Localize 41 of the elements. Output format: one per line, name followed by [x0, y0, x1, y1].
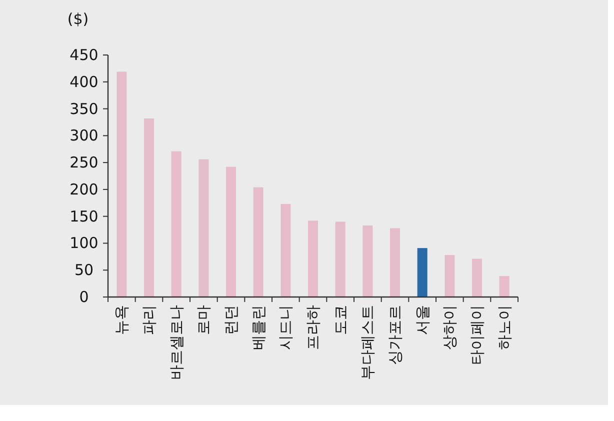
- x-tick-label: 파리: [140, 305, 158, 335]
- x-tick-label: 시드니: [276, 305, 295, 350]
- bar: [280, 204, 291, 297]
- y-tick-label: 250: [70, 154, 98, 172]
- x-tick-label: 상하이: [440, 305, 459, 350]
- x-tick-label: 뉴욕: [112, 305, 131, 335]
- x-tick-label: 로마: [194, 305, 213, 335]
- bar: [362, 225, 373, 297]
- bar: [390, 228, 400, 297]
- x-tick-label: 도쿄: [331, 305, 350, 335]
- y-tick-label: 450: [70, 46, 98, 64]
- bar: [472, 258, 482, 297]
- bar: [171, 151, 182, 297]
- x-tick-label: 부다페스트: [358, 305, 377, 380]
- bar: [198, 159, 209, 297]
- bar: [308, 220, 318, 297]
- x-tick-label: 런던: [222, 305, 240, 335]
- bar: [144, 118, 154, 297]
- y-tick-label: 400: [70, 72, 98, 91]
- y-tick-label: 300: [70, 126, 98, 145]
- bar: [417, 248, 428, 297]
- y-tick-label: 0: [79, 288, 89, 306]
- x-tick-label: 타이페이: [468, 305, 486, 365]
- y-tick-label: 150: [70, 207, 98, 226]
- x-tick-label: 바르셀로나: [167, 305, 186, 380]
- bar: [116, 72, 127, 297]
- y-tick-label: 350: [70, 100, 98, 118]
- bar: [226, 166, 236, 297]
- bar: [253, 187, 264, 297]
- x-tick-label: 서울: [413, 305, 432, 335]
- bar: [444, 255, 455, 297]
- x-tick-label: 싱가포르: [386, 305, 404, 365]
- x-tick-label: 하노이: [495, 305, 514, 350]
- bar: [335, 222, 346, 297]
- y-tick-label: 50: [74, 261, 94, 280]
- x-tick-label: 프라하: [304, 305, 322, 350]
- y-axis-title: ($): [67, 10, 89, 28]
- y-tick-label: 200: [70, 180, 98, 198]
- x-tick-label: 베를린: [249, 305, 268, 350]
- y-tick-label: 100: [70, 234, 98, 252]
- bar: [499, 276, 510, 297]
